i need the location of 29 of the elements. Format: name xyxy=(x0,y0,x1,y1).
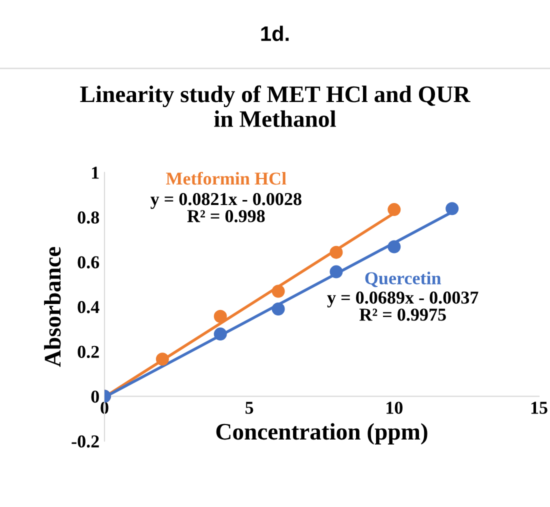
y-tick-label: 0 xyxy=(91,390,99,403)
point xyxy=(214,328,227,341)
x-tick-label: 15 xyxy=(531,402,548,414)
x-tick-label: 10 xyxy=(386,402,403,414)
point xyxy=(272,302,285,316)
y-tick-label: 0.4 xyxy=(78,300,100,314)
point xyxy=(388,240,401,254)
x-axis-title: Concentration (ppm) xyxy=(216,423,428,445)
point xyxy=(388,203,401,216)
chart-title: Linearity study of MET HCl and QUR in Methanol xyxy=(80,85,470,128)
chart-subtitle: 1d. xyxy=(261,26,289,42)
y-axis-title: Absorbance xyxy=(44,247,61,367)
y-tick-label: 0.2 xyxy=(78,346,99,358)
point xyxy=(330,246,343,259)
x-tick-label: 5 xyxy=(246,402,254,414)
point xyxy=(156,352,169,366)
point xyxy=(446,202,459,216)
y-tick-label: 0.6 xyxy=(78,256,100,268)
x-tick-label: 0 xyxy=(100,402,108,414)
point xyxy=(272,284,285,298)
series-label: Quercetin xyxy=(365,272,442,288)
text: Metformin HCl xyxy=(166,172,286,185)
point xyxy=(214,310,227,323)
y-tick-label: 0.8 xyxy=(78,211,100,224)
annotation: y = 0.0689x - 0.0037 R² = 0.9975 xyxy=(327,292,478,321)
annotation: y = 0.0821x - 0.0028 R² = 0.998 xyxy=(150,193,302,222)
y-tick-label: -0.2 xyxy=(72,435,99,448)
y-tick-label: 1 xyxy=(92,166,99,179)
point xyxy=(330,265,343,278)
